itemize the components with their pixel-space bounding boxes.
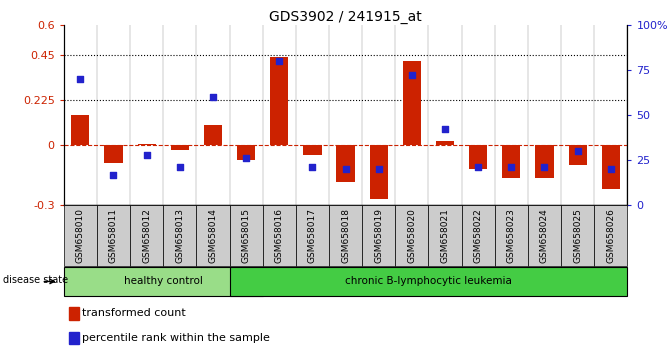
Bar [462, 205, 495, 266]
Bar [429, 205, 462, 266]
Bar [130, 205, 163, 266]
Point [407, 73, 417, 78]
Text: GSM658012: GSM658012 [142, 208, 151, 263]
Point [473, 165, 484, 170]
Title: GDS3902 / 241915_at: GDS3902 / 241915_at [269, 10, 422, 24]
Point [241, 155, 252, 161]
Point [539, 165, 550, 170]
Bar [229, 267, 627, 296]
Bar [97, 205, 130, 266]
Bar [535, 145, 554, 178]
Bar [71, 115, 89, 145]
Bar [237, 145, 255, 160]
Text: disease state: disease state [3, 275, 68, 285]
Bar [204, 125, 222, 145]
Text: healthy control: healthy control [123, 276, 203, 286]
Bar [64, 267, 262, 296]
Text: GSM658010: GSM658010 [76, 208, 85, 263]
Point [174, 165, 185, 170]
Text: GSM658016: GSM658016 [274, 208, 284, 263]
Text: transformed count: transformed count [82, 308, 186, 318]
Bar [197, 205, 229, 266]
Text: GSM658024: GSM658024 [540, 208, 549, 263]
Bar [602, 145, 620, 189]
Point [108, 172, 119, 177]
Bar [362, 205, 395, 266]
Bar [69, 332, 79, 344]
Point [274, 58, 285, 64]
Bar [528, 205, 561, 266]
Text: GSM658020: GSM658020 [407, 208, 417, 263]
Bar [595, 205, 627, 266]
Bar [270, 57, 289, 145]
Text: GSM658018: GSM658018 [341, 208, 350, 263]
Point [373, 166, 384, 172]
Bar [329, 205, 362, 266]
Point [75, 76, 86, 82]
Bar [296, 205, 329, 266]
Text: chronic B-lymphocytic leukemia: chronic B-lymphocytic leukemia [345, 276, 512, 286]
Bar [568, 145, 586, 165]
Point [572, 148, 583, 154]
Bar [395, 205, 429, 266]
Bar [163, 205, 197, 266]
Text: GSM658014: GSM658014 [209, 208, 217, 263]
Bar [336, 145, 355, 182]
Point [440, 127, 450, 132]
Text: GSM658022: GSM658022 [474, 208, 482, 263]
Bar [138, 144, 156, 145]
Bar [303, 145, 321, 155]
Text: GSM658019: GSM658019 [374, 208, 383, 263]
Text: GSM658026: GSM658026 [607, 208, 615, 263]
Bar [469, 145, 487, 169]
Bar [69, 307, 79, 320]
Point [506, 165, 517, 170]
Bar [370, 145, 388, 199]
Bar [262, 205, 296, 266]
Bar [561, 205, 595, 266]
Text: GSM658017: GSM658017 [308, 208, 317, 263]
Text: GSM658023: GSM658023 [507, 208, 516, 263]
Bar [436, 141, 454, 145]
Text: GSM658015: GSM658015 [242, 208, 250, 263]
Text: GSM658013: GSM658013 [175, 208, 185, 263]
Text: GSM658011: GSM658011 [109, 208, 118, 263]
Bar [502, 145, 521, 178]
Bar [170, 145, 189, 150]
Bar [64, 205, 97, 266]
Text: percentile rank within the sample: percentile rank within the sample [82, 333, 270, 343]
Point [605, 166, 616, 172]
Point [142, 152, 152, 158]
Point [207, 94, 218, 100]
Text: GSM658021: GSM658021 [441, 208, 450, 263]
Point [307, 165, 318, 170]
Point [340, 166, 351, 172]
Bar [229, 205, 262, 266]
Bar [495, 205, 528, 266]
Bar [403, 61, 421, 145]
Bar [105, 145, 123, 163]
Text: GSM658025: GSM658025 [573, 208, 582, 263]
